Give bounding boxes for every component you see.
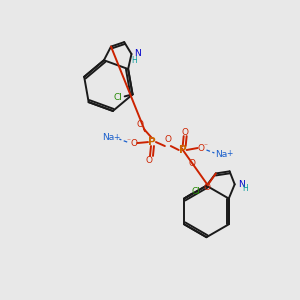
Text: O: O bbox=[203, 183, 210, 192]
Text: P: P bbox=[179, 145, 187, 155]
Text: +: + bbox=[113, 133, 119, 142]
Text: O: O bbox=[164, 135, 171, 144]
Text: N: N bbox=[238, 180, 244, 189]
Text: O: O bbox=[181, 128, 188, 137]
Text: O: O bbox=[197, 143, 204, 152]
Text: P: P bbox=[148, 137, 156, 147]
Text: Cl: Cl bbox=[192, 187, 200, 196]
Text: +: + bbox=[226, 149, 232, 158]
Text: ⁻: ⁻ bbox=[126, 136, 130, 146]
Text: O: O bbox=[189, 159, 196, 168]
Text: N: N bbox=[134, 49, 141, 58]
Text: H: H bbox=[132, 56, 137, 65]
Text: O: O bbox=[146, 156, 152, 165]
Text: O: O bbox=[130, 139, 138, 148]
Text: Cl: Cl bbox=[113, 93, 122, 102]
Text: Na: Na bbox=[215, 151, 227, 160]
Text: O: O bbox=[136, 120, 144, 129]
Text: Na: Na bbox=[102, 133, 115, 142]
Text: H: H bbox=[243, 184, 248, 193]
Text: ⁻: ⁻ bbox=[203, 142, 208, 151]
